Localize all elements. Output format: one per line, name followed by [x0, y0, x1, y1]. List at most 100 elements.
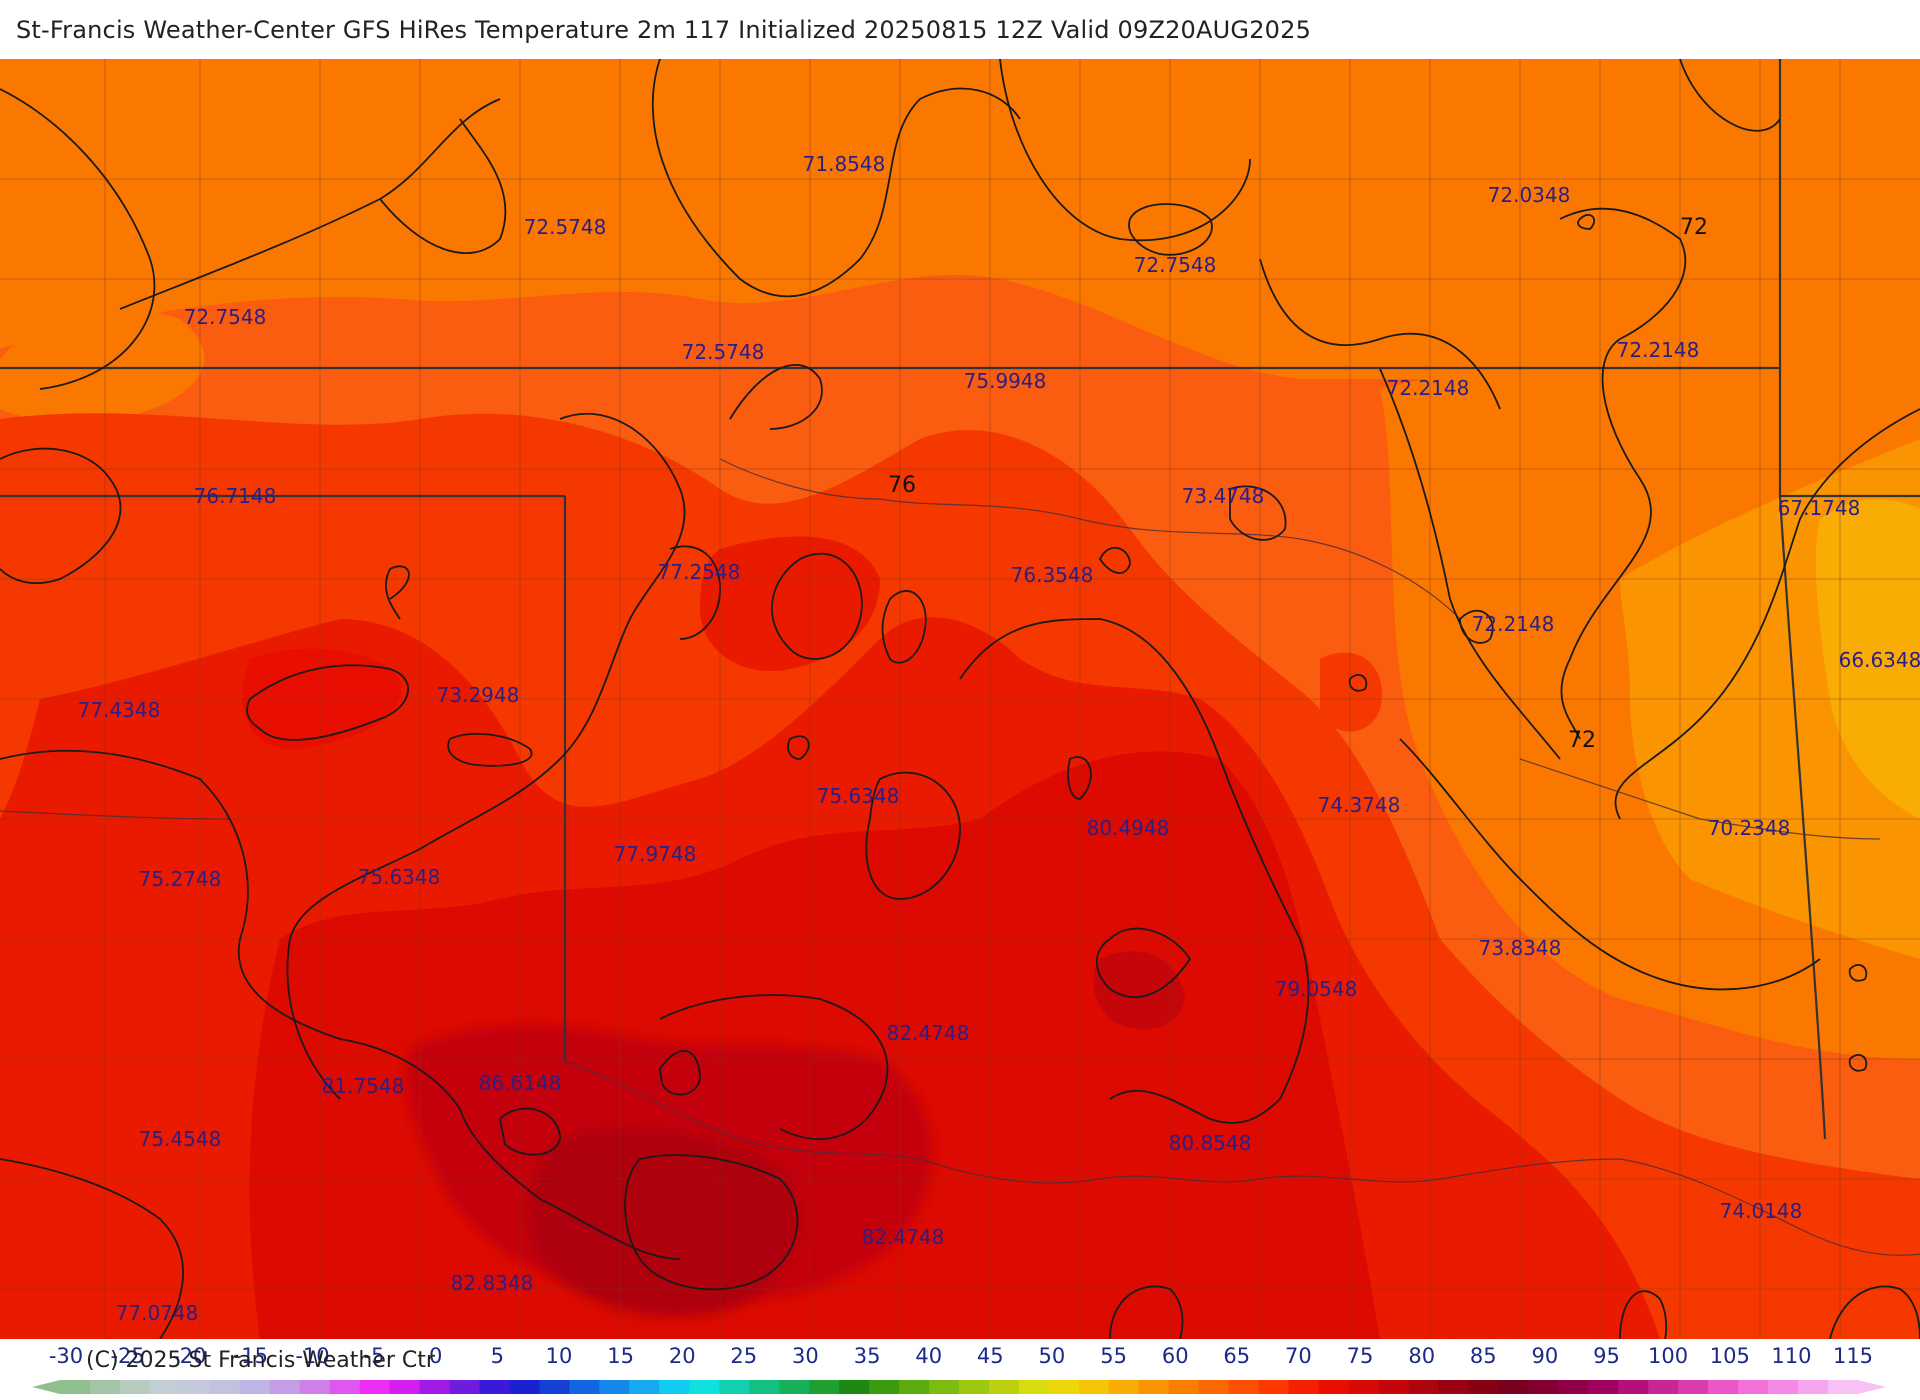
rivers	[0, 458, 1920, 1256]
legend-color-swatch	[809, 1380, 840, 1394]
temperature-value-label: 77.0748	[116, 1301, 199, 1325]
temperature-value-label: 72.0348	[1488, 183, 1571, 207]
temperature-value-label: 72.7548	[184, 305, 267, 329]
county-lines	[0, 59, 1920, 1339]
legend-color-swatch	[1018, 1380, 1050, 1394]
copyright-notice: (C) 2025 St Francis Weather Ctr	[86, 1348, 435, 1373]
legend-color-swatch	[209, 1380, 241, 1394]
legend-tick-label: 60	[1162, 1344, 1189, 1368]
map-title: St-Francis Weather-Center GFS HiRes Temp…	[16, 16, 1312, 44]
legend-low-arrow	[32, 1380, 60, 1394]
temperature-value-label: 66.6348	[1839, 648, 1920, 672]
legend-tick-label: 95	[1593, 1344, 1620, 1368]
legend-color-swatch	[1108, 1380, 1140, 1394]
legend-color-swatch	[1288, 1380, 1320, 1394]
legend-color-swatch	[1708, 1380, 1739, 1394]
legend-color-swatch	[1138, 1380, 1170, 1394]
legend-color-swatch	[988, 1380, 1020, 1394]
legend-tick-label: 90	[1532, 1344, 1559, 1368]
legend-color-swatch	[1648, 1380, 1679, 1394]
legend-color-swatch	[449, 1380, 481, 1394]
temperature-value-label: 74.0148	[1720, 1199, 1803, 1223]
legend-color-swatch	[1438, 1380, 1470, 1394]
legend-tick-label: 115	[1833, 1344, 1873, 1368]
isotherm-labels: 72 76 72	[888, 215, 1708, 753]
legend-color-swatch	[299, 1380, 331, 1394]
legend-color-swatch	[869, 1380, 900, 1394]
temperature-value-label: 77.9748	[614, 842, 697, 866]
legend-tick-label: 110	[1771, 1344, 1811, 1368]
state-borders	[0, 59, 1920, 1140]
legend-tick-label: 100	[1648, 1344, 1688, 1368]
temperature-value-label: 75.4548	[139, 1127, 222, 1151]
legend-color-swatch	[1828, 1380, 1859, 1394]
legend-color-swatch	[1078, 1380, 1110, 1394]
legend-tick-label: -10	[295, 1344, 329, 1368]
temperature-value-label: 72.5748	[682, 340, 765, 364]
legend-color-swatch	[509, 1380, 541, 1394]
legend-tick-label: -15	[234, 1344, 268, 1368]
legend-color-swatch	[1198, 1380, 1230, 1394]
temperature-value-label: 76.3548	[1011, 563, 1094, 587]
legend-tick-label: 40	[915, 1344, 942, 1368]
legend-color-swatch	[1258, 1380, 1290, 1394]
temperature-color-legend: -30 -25 -20 -15 -10 -5 0 5 10 15 20 25 30 35 40 45 50 55 6…	[32, 1344, 1886, 1394]
legend-tick-label: 15	[607, 1344, 634, 1368]
legend-color-swatch	[1228, 1380, 1260, 1394]
legend-high-arrow	[1858, 1380, 1886, 1394]
temperature-value-label: 86.6148	[479, 1071, 562, 1095]
temperature-value-label: 75.2748	[139, 867, 222, 891]
temperature-value-label: 82.8348	[451, 1271, 534, 1295]
legend-tick-label: -25	[110, 1344, 144, 1368]
legend-color-swatch	[539, 1380, 571, 1394]
temperature-value-label: 76.7148	[194, 484, 277, 508]
legend-color-swatch	[779, 1380, 810, 1394]
temperature-value-label: 81.7548	[322, 1074, 405, 1098]
temperature-value-label: 82.4748	[887, 1021, 970, 1045]
legend-tick-label: 50	[1039, 1344, 1066, 1368]
legend-color-swatch	[1738, 1380, 1769, 1394]
legend-color-swatch	[1048, 1380, 1080, 1394]
temperature-value-label: 79.0548	[1414, 1335, 1497, 1339]
temperature-value-label: 77.2548	[658, 560, 741, 584]
legend-color-swatch	[569, 1380, 600, 1394]
legend-color-swatch	[1378, 1380, 1410, 1394]
legend-color-swatch	[389, 1380, 421, 1394]
legend-tick-label: 75	[1347, 1344, 1374, 1368]
temperature-value-label: 82.4748	[862, 1225, 945, 1249]
legend-color-swatch	[179, 1380, 211, 1394]
legend-tick-label: 35	[854, 1344, 881, 1368]
legend-tick-label: 25	[730, 1344, 757, 1368]
temperature-value-label: 77.4348	[78, 698, 161, 722]
legend-color-swatch	[1168, 1380, 1200, 1394]
isotherm-label: 76	[888, 473, 916, 498]
legend-tick-label: 80	[1408, 1344, 1435, 1368]
temperature-value-label: 80.4948	[1087, 816, 1170, 840]
temperature-value-label: 70.2348	[1708, 816, 1791, 840]
legend-tick-label: -20	[172, 1344, 206, 1368]
temperature-value-label: 73.8348	[1479, 936, 1562, 960]
legend-color-swatch	[719, 1380, 750, 1394]
temperature-value-label: 75.6348	[817, 784, 900, 808]
legend-color-swatch	[1558, 1380, 1589, 1394]
temperature-value-label: 75.6348	[358, 865, 441, 889]
legend-tick-label: 30	[792, 1344, 819, 1368]
legend-color-swatch	[1408, 1380, 1440, 1394]
legend-color-swatch	[359, 1380, 391, 1394]
legend-color-swatch	[239, 1380, 271, 1394]
isotherm-contours	[0, 59, 1920, 1339]
legend-color-swatch	[959, 1380, 990, 1394]
legend-color-swatch	[269, 1380, 301, 1394]
legend-color-swatch	[599, 1380, 630, 1394]
legend-color-swatch	[1468, 1380, 1499, 1394]
temperature-value-labels: 71.8548 72.5748 72.7548 72.5748 72.7548 72.03…	[78, 152, 1920, 1339]
legend-color-swatch	[89, 1380, 121, 1394]
legend-color-swatch	[329, 1380, 361, 1394]
legend-color-swatch	[1498, 1380, 1529, 1394]
temperature-value-label: 75.9948	[964, 369, 1047, 393]
temperature-value-label: 80.8548	[1169, 1131, 1252, 1155]
temperature-value-label: 71.8548	[803, 152, 886, 176]
temperature-value-label: 72.2148	[1387, 376, 1470, 400]
legend-color-swatch	[60, 1380, 91, 1394]
legend-color-swatch	[1528, 1380, 1559, 1394]
